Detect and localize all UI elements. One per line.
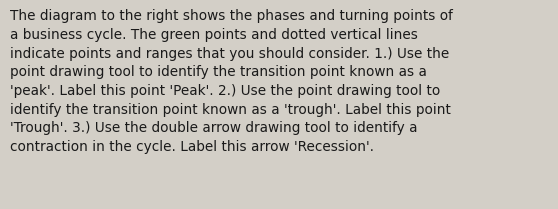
Text: The diagram to the right shows the phases and turning points of
a business cycle: The diagram to the right shows the phase… (10, 9, 453, 154)
